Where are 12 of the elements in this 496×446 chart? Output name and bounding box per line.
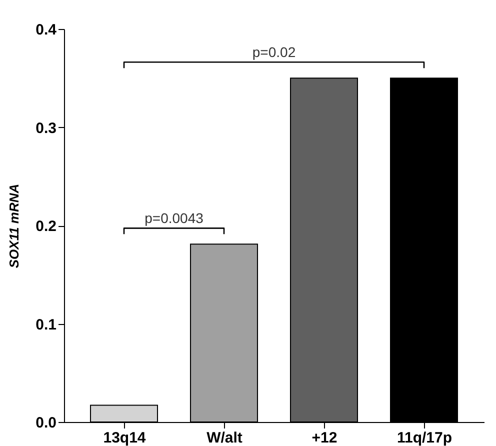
- y-tick-label: 0.3: [36, 120, 56, 137]
- x-tick-label: +12: [312, 430, 338, 446]
- y-tick-label: 0.2: [36, 218, 56, 235]
- x-tick-label: 13q14: [103, 430, 146, 446]
- x-tick-label: 11q/17p: [396, 430, 452, 446]
- x-tick-label: W/alt: [206, 430, 242, 446]
- y-axis-title: SOX11 mRNA: [6, 184, 22, 268]
- y-tick-label: 0.4: [36, 22, 58, 38]
- y-tick-label: 0.1: [36, 316, 56, 334]
- annotation: p=0.02: [252, 44, 296, 60]
- annotation: p=0.0043: [144, 210, 204, 226]
- y-tick-label: 0.0: [36, 414, 56, 432]
